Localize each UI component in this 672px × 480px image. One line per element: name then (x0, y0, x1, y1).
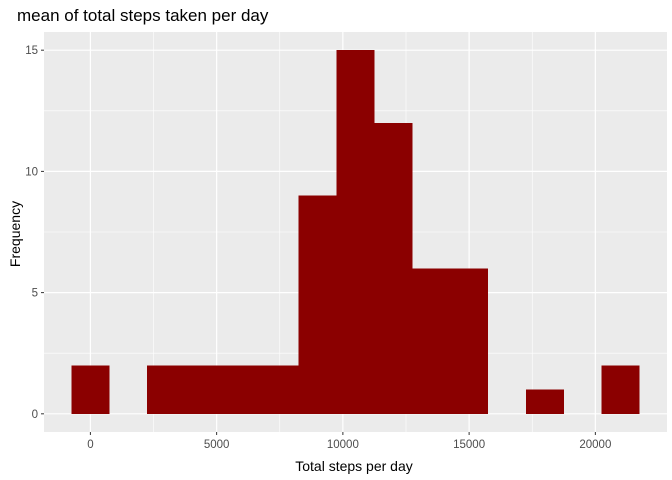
x-tick-label: 0 (87, 439, 93, 451)
y-axis-label: Frequency (7, 201, 23, 267)
chart-title: mean of total steps taken per day (17, 6, 269, 25)
histogram-bar (525, 389, 564, 414)
histogram-bar (412, 268, 451, 414)
y-tick-label: 0 (32, 409, 38, 421)
histogram-bar (374, 122, 413, 414)
histogram-bar (185, 365, 223, 414)
y-tick-label: 5 (32, 288, 38, 300)
x-tick-label: 20000 (579, 439, 611, 451)
histogram-bar (147, 365, 186, 414)
y-tick-label: 10 (25, 166, 38, 178)
x-axis-label: Total steps per day (295, 458, 413, 474)
y-tick-label: 15 (25, 45, 38, 57)
histogram-bars (71, 50, 640, 414)
y-axis: 0 5 10 15 (25, 45, 44, 421)
histogram-bar (71, 365, 110, 414)
histogram-bar (601, 365, 640, 414)
x-axis: 0 5000 10000 15000 20000 (87, 432, 611, 451)
histogram-bar (260, 365, 299, 414)
histogram-bar (222, 365, 261, 414)
x-tick-label: 15000 (453, 439, 485, 451)
histogram-bar (298, 195, 337, 414)
x-tick-label: 10000 (327, 439, 359, 451)
histogram-bar (336, 50, 375, 414)
histogram-bar (450, 268, 489, 414)
x-tick-label: 5000 (204, 439, 230, 451)
